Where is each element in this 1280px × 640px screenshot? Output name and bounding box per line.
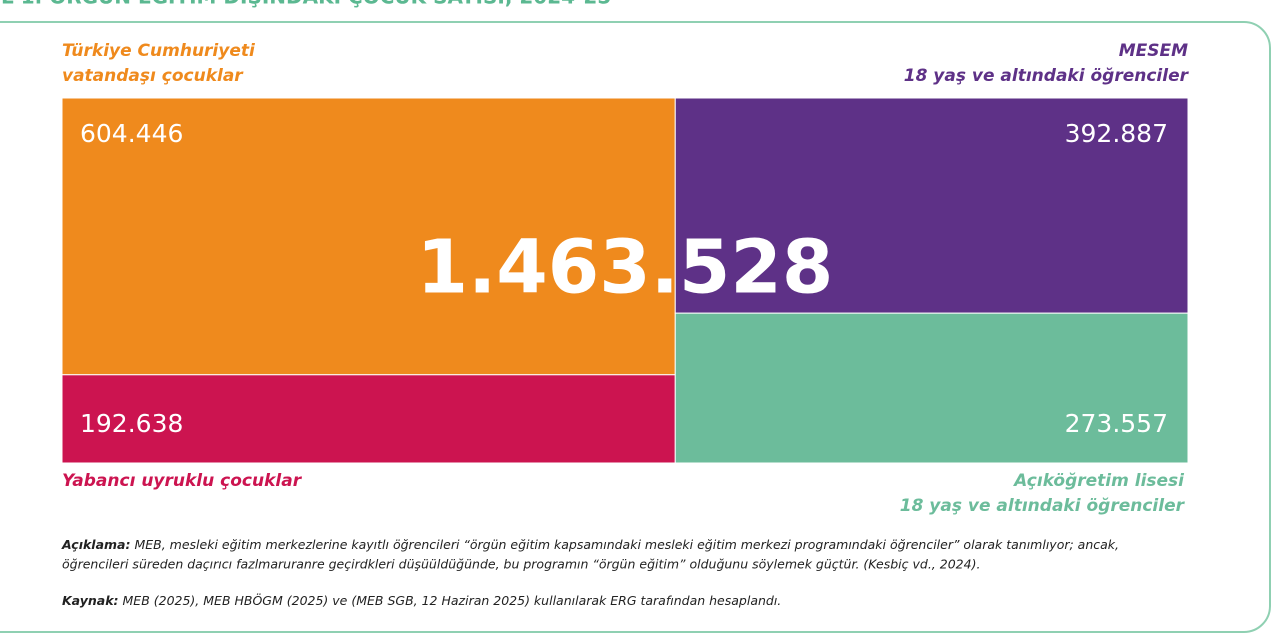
tile [674,97,1189,314]
category-label: 18 yaş ve altındaki öğrenciler [900,496,1186,516]
frame [0,21,1271,633]
category-label: 18 yaş ve altındaki öğrenciler [904,66,1190,86]
value-label: 392.887 [1065,119,1168,148]
value-label: 192.638 [80,409,183,438]
note-line: Açıklama: MEB, mesleki eğitim merkezleri… [61,537,1119,552]
note-label: Açıklama: [61,537,130,552]
note-text: MEB, mesleki eğitim merkezlerine kayıtlı… [134,537,1119,552]
total-label: 1.463.528 [417,225,834,311]
category-label: Yabancı uyruklu çocuklar [62,471,303,491]
source-line: Kaynak: MEB (2025), MEB HBÖGM (2025) ve … [62,592,781,608]
note-line: öğrencileri süreden daçırıcı fazlmaruran… [62,557,980,572]
category-label: Türkiye Cumhuriyeti [62,41,256,61]
value-label: 273.557 [1065,409,1168,438]
treemap: 604.446 Türkiye Cumhuriyeti vatandaşı çocu… [61,41,1190,516]
category-label: Açıköğretim lisesi [1012,471,1185,491]
value-label: 604.446 [80,119,183,148]
tile [674,312,1189,464]
category-label: vatandaşı çocuklar [62,66,244,86]
tile [61,374,676,464]
source-text: MEB (2025), MEB HBÖGM (2025) ve (MEB SGB… [123,592,782,608]
category-label: MESEM [1119,41,1188,61]
source-label: Kaynak: [62,593,119,608]
chart-title: ŞEKİL 1. ÖRGÜN EĞİTİM DIŞINDAKİ ÇOCUK SA… [0,0,611,9]
overlay: 1.463.528 [417,225,834,311]
